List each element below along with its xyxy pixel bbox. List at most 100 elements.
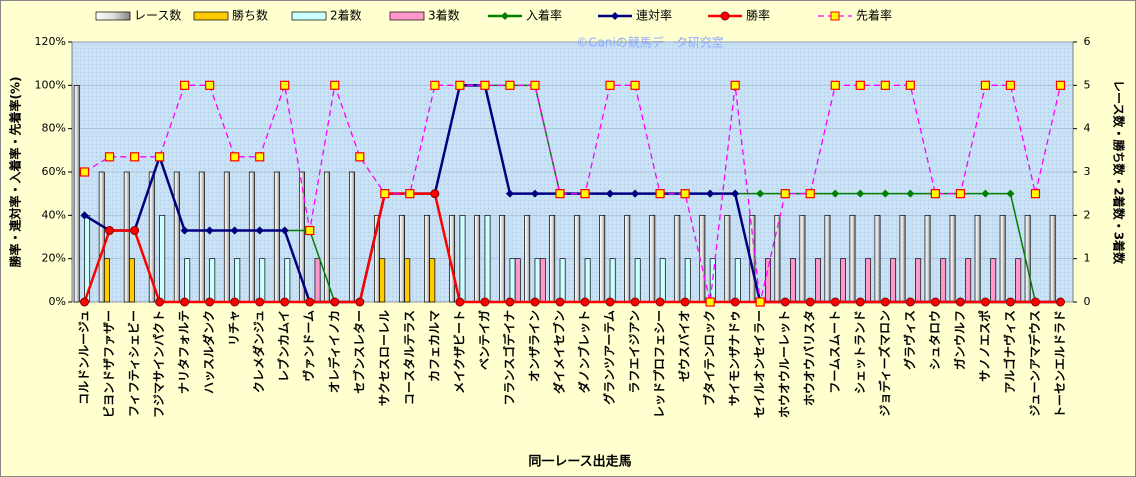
bar: [234, 258, 241, 303]
x-tick-label: ダイメイセブン: [551, 310, 566, 394]
bar: [459, 214, 466, 303]
legend-label: 勝率: [746, 8, 770, 23]
x-tick-label: ヴァンドーム: [301, 310, 316, 382]
x-tick-label: ハッスルダンク: [201, 310, 216, 394]
x-tick-label: サノノエスポ: [977, 310, 992, 382]
marker: [480, 297, 490, 307]
bar: [940, 258, 947, 303]
x-tick-label: オレディイノカ: [326, 310, 341, 393]
marker: [480, 80, 490, 90]
legend-marker: [611, 12, 619, 20]
bar: [484, 214, 491, 303]
x-tick-label: ホウオウルーレット: [778, 310, 792, 418]
legend-marker: [830, 11, 840, 21]
legend-label: 入着率: [526, 8, 562, 23]
x-tick-label: コースタルテラス: [402, 310, 416, 405]
marker: [930, 297, 940, 307]
marker: [430, 80, 440, 90]
marker: [730, 80, 740, 90]
bar: [999, 214, 1006, 303]
marker: [180, 297, 190, 307]
x-tick-label: グラヴィス: [902, 310, 917, 370]
marker: [756, 189, 765, 198]
x-tick-label: ホウオウバリスタ: [803, 310, 817, 406]
marker: [280, 80, 290, 90]
marker: [930, 189, 940, 199]
bar: [634, 258, 641, 303]
bar: [824, 214, 831, 303]
y-tick-label: 100%: [35, 78, 66, 91]
x-tick-label: クレメダンジュ: [251, 310, 266, 393]
bar: [849, 214, 856, 303]
marker: [981, 189, 990, 198]
marker: [1055, 80, 1066, 90]
marker: [1005, 80, 1016, 90]
y2-tick-label: 2: [1084, 208, 1091, 221]
x-tick-label: フジマサインパクト: [152, 310, 166, 418]
x-tick-label: ジョディーズマロン: [877, 310, 892, 417]
marker: [380, 189, 390, 199]
line: [83, 192, 1061, 304]
marker: [505, 297, 515, 307]
legend-item: 2着数: [291, 8, 362, 23]
bar: [499, 214, 506, 303]
marker: [831, 189, 840, 198]
marker: [255, 152, 265, 162]
marker: [606, 189, 615, 198]
marker: [430, 189, 440, 199]
marker: [1030, 297, 1040, 307]
marker: [955, 297, 965, 307]
y-tick-label: 40%: [42, 208, 66, 221]
marker: [79, 167, 90, 177]
line: [84, 82, 1062, 303]
bar: [599, 214, 606, 303]
x-tick-label: リチャ: [227, 310, 241, 346]
marker: [555, 189, 565, 199]
bar: [273, 171, 280, 303]
marker: [706, 189, 715, 198]
bar: [584, 258, 591, 303]
x-tick-label: レブンカムイ: [276, 310, 291, 382]
legend-marker: [501, 12, 509, 20]
y2-axis-title: レース数・勝ち数・2着数・3着数: [1112, 80, 1127, 265]
y2-tick-label: 1: [1084, 252, 1091, 265]
bar: [815, 258, 821, 303]
marker: [355, 297, 365, 307]
x-tick-label: ビヨンドザファザー: [101, 310, 116, 418]
y-tick-label: 60%: [42, 165, 66, 178]
marker: [330, 80, 340, 90]
y2-tick-label: 4: [1084, 122, 1091, 135]
marker: [880, 80, 890, 90]
marker: [630, 80, 640, 90]
bar: [799, 214, 806, 303]
legend-label: 連対率: [636, 8, 672, 23]
marker: [780, 297, 790, 307]
bar: [73, 84, 80, 303]
legend-swatch: [291, 11, 327, 21]
bar: [129, 258, 135, 303]
bar: [774, 214, 781, 303]
marker: [680, 297, 690, 307]
y2-tick-label: 5: [1084, 78, 1091, 91]
legend-item: レース数: [95, 8, 181, 23]
bar: [765, 258, 771, 303]
marker: [655, 297, 665, 307]
marker: [905, 297, 915, 307]
bar: [148, 171, 155, 303]
marker: [830, 297, 840, 307]
bar: [874, 214, 881, 303]
marker: [80, 297, 90, 307]
marker: [280, 297, 290, 307]
legend-item: 勝率: [708, 8, 770, 23]
marker: [755, 297, 765, 307]
bar: [974, 214, 981, 303]
marker: [230, 226, 239, 235]
x-tick-label: ガンウルフ: [952, 310, 967, 370]
marker: [1055, 297, 1065, 307]
bar: [659, 258, 666, 303]
bar: [899, 214, 906, 303]
bar: [684, 258, 691, 303]
marker: [880, 297, 890, 307]
y2-tick-label: 6: [1084, 35, 1091, 48]
bar: [534, 258, 541, 303]
